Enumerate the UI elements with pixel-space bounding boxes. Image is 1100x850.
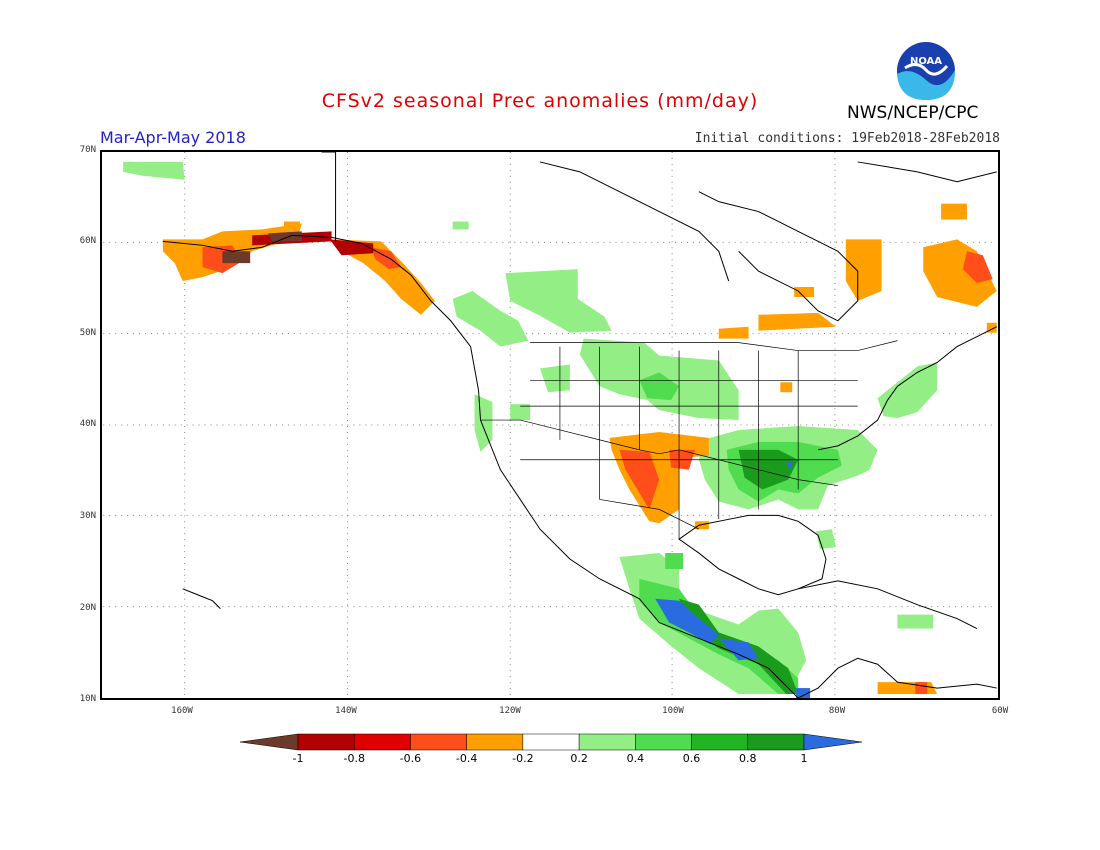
lon-label-80w: 80W (828, 706, 846, 716)
state-borders (480, 340, 898, 540)
svg-text:NOAA: NOAA (910, 56, 942, 67)
lat-label-60n: 60N (79, 236, 96, 246)
lon-label-120w: 120W (499, 706, 521, 716)
colorbar-segment (522, 733, 580, 751)
colorbar-tick-label: -0.2 (512, 752, 534, 765)
colorbar-segment (747, 733, 805, 751)
wet-anomaly-extreme (655, 461, 811, 698)
season-label: Mar-Apr-May 2018 (100, 128, 246, 147)
colorbar-arrow-low (240, 733, 299, 751)
chart-title: CFSv2 seasonal Prec anomalies (mm/day) (321, 90, 759, 112)
lat-label-10n: 10N (79, 694, 96, 704)
lat-label-70n: 70N (79, 145, 96, 155)
colorbar-arrow-high (803, 733, 862, 751)
colorbar-segment (578, 733, 636, 751)
lat-label-40n: 40N (79, 419, 96, 429)
colorbar-tick-label: 0.4 (626, 752, 645, 765)
colorbar-tick-label: 0.6 (682, 752, 701, 765)
colorbar-tick-label: -0.6 (399, 752, 422, 765)
colorbar-segment (691, 733, 749, 751)
lat-label-50n: 50N (79, 328, 96, 338)
colorbar-tick-label: 0.2 (570, 752, 588, 765)
colorbar-segment (466, 733, 524, 751)
coastlines (162, 152, 997, 698)
colorbar-segment (297, 733, 355, 751)
dry-anomaly-strong (202, 231, 993, 695)
colorbar-segment (635, 733, 692, 751)
colorbar-tick-label: -0.8 (343, 752, 365, 765)
lon-label-140w: 140W (335, 706, 357, 716)
lat-label-30n: 30N (79, 511, 96, 521)
lon-label-100w: 100W (662, 706, 684, 716)
agency-label: NWS/NCEP/CPC (847, 103, 979, 123)
lon-label-60w: 60W (991, 706, 1009, 716)
initial-conditions-label: Initial conditions: 19Feb2018-28Feb2018 (694, 131, 1000, 146)
lon-label-160w: 160W (171, 706, 193, 716)
colorbar-tick-label: 0.8 (739, 752, 757, 765)
colorbar-tick-label: -0.4 (455, 752, 478, 765)
colorbar-tick-label: -1 (292, 752, 304, 765)
colorbar-tick-label: 1 (800, 752, 808, 765)
colorbar-segment (410, 733, 467, 751)
colorbar (240, 733, 862, 751)
anomaly-map (100, 150, 1000, 700)
lat-label-20n: 20N (79, 603, 96, 613)
noaa-logo: NOAA (897, 42, 955, 100)
colorbar-segment (353, 733, 411, 751)
